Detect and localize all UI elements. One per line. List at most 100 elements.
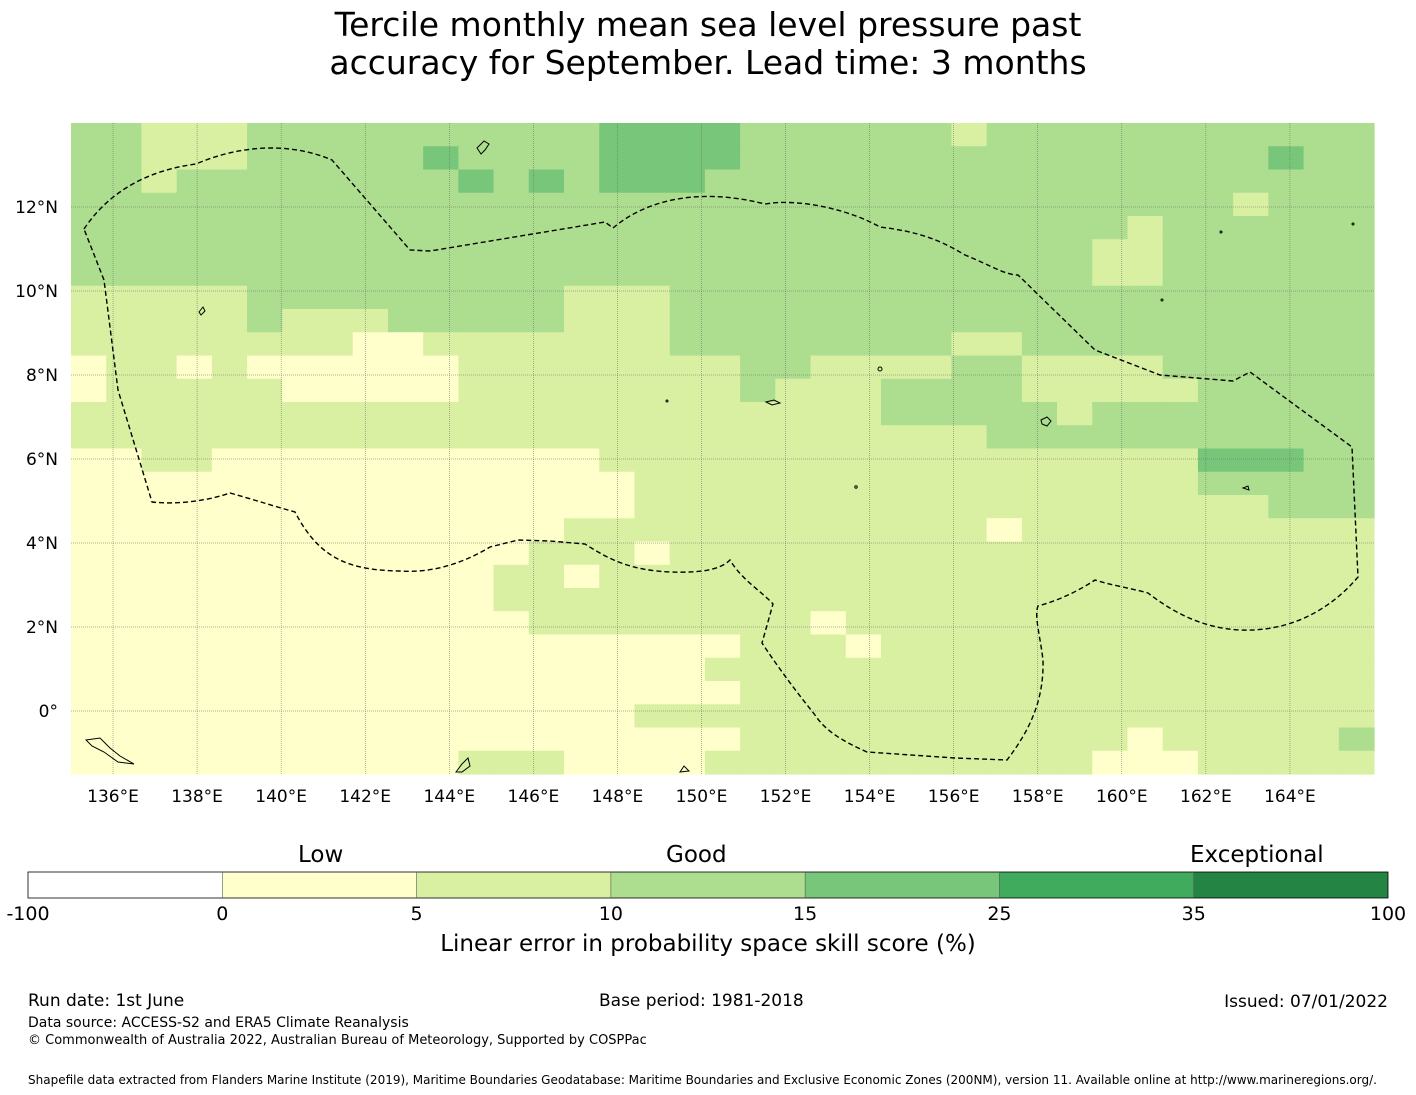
grid-cell <box>352 425 389 450</box>
colorbar-segment <box>416 872 611 898</box>
grid-cell <box>1162 471 1199 496</box>
grid-cell <box>916 402 953 426</box>
grid-cell <box>1303 541 1340 566</box>
grid-cell <box>845 239 882 264</box>
grid-cell <box>704 192 741 217</box>
grid-cell <box>458 634 495 659</box>
grid-cell <box>423 541 459 566</box>
grid-cell <box>176 216 213 240</box>
grid-cell <box>1021 704 1058 729</box>
grid-cell <box>1092 495 1129 519</box>
grid-cell <box>247 239 283 264</box>
grid-cell <box>880 402 917 426</box>
grid-cell <box>141 704 178 729</box>
grid-cell <box>1233 704 1269 729</box>
grid-cell <box>247 262 283 287</box>
grid-cell <box>106 239 143 264</box>
grid-cell <box>423 727 459 752</box>
grid-cell <box>669 309 706 333</box>
grid-cell <box>704 169 741 194</box>
grid-cell <box>247 634 283 659</box>
grid-cell <box>880 355 917 380</box>
grid-cell <box>1338 332 1375 357</box>
grid-cell <box>880 588 917 612</box>
grid-cell <box>916 471 953 496</box>
grid-cell <box>1021 123 1058 147</box>
grid-cell <box>1057 425 1093 450</box>
grid-cell <box>493 564 530 589</box>
grid-cell <box>106 309 143 333</box>
grid-cell <box>106 262 143 287</box>
grid-cell <box>1057 239 1093 264</box>
grid-cell <box>1303 216 1340 240</box>
grid-cell <box>880 704 917 729</box>
grid-cell <box>775 378 812 403</box>
grid-cell <box>493 495 530 519</box>
grid-cell <box>247 588 283 612</box>
colorbar-tick-label: 25 <box>987 903 1011 925</box>
grid-cell <box>528 285 565 310</box>
grid-cell <box>951 425 988 450</box>
grid-cell <box>775 704 812 729</box>
grid-cell <box>387 611 424 636</box>
grid-cell <box>1092 704 1129 729</box>
grid-cell <box>634 355 671 380</box>
grid-cell <box>669 448 706 473</box>
grid-cell <box>106 704 143 729</box>
grid-cell <box>669 169 706 194</box>
grid-cell <box>528 657 565 682</box>
grid-cell <box>1268 169 1305 194</box>
grid-cell <box>528 262 565 287</box>
grid-cell <box>1233 332 1269 357</box>
grid-cell <box>71 564 107 589</box>
grid-cell <box>810 704 847 729</box>
colorbar-segment <box>805 872 1000 898</box>
skill-score-map: 136°E 138°E 140°E 142°E 144°E 146°E 148°E 150°E… <box>15 123 1375 807</box>
grid-cell <box>528 239 565 264</box>
grid-cell <box>493 518 530 543</box>
grid-cell <box>176 332 213 357</box>
grid-cell <box>1162 309 1199 333</box>
grid-cell <box>775 239 812 264</box>
grid-cell <box>1127 216 1164 240</box>
grid-cell <box>986 448 1023 473</box>
grid-cell <box>141 262 178 287</box>
grid-cell <box>599 564 636 589</box>
grid-cell <box>71 541 107 566</box>
grid-cell <box>810 588 847 612</box>
grid-cell <box>845 448 882 473</box>
grid-cell <box>704 541 741 566</box>
grid-cell <box>1092 564 1129 589</box>
grid-cell <box>1162 262 1199 287</box>
grid-cell <box>1021 448 1058 473</box>
grid-cell <box>1268 541 1305 566</box>
longitude-tick-label: 160°E <box>1096 787 1148 807</box>
grid-cell <box>1233 239 1269 264</box>
grid-cell <box>458 402 495 426</box>
grid-cell <box>71 239 107 264</box>
grid-cell <box>1338 378 1375 403</box>
grid-cell <box>528 332 565 357</box>
grid-cell <box>211 611 248 636</box>
grid-cell <box>845 332 882 357</box>
grid-cell <box>1268 378 1305 403</box>
grid-cell <box>387 750 424 775</box>
grid-cell <box>458 425 495 450</box>
grid-cell <box>1127 541 1164 566</box>
grid-cell <box>634 495 671 519</box>
grid-cell <box>951 123 988 147</box>
grid-cell <box>810 402 847 426</box>
grid-cell <box>775 518 812 543</box>
grid-cell <box>916 169 953 194</box>
grid-cell <box>71 495 107 519</box>
grid-cell <box>493 192 530 217</box>
grid-cell <box>352 378 389 403</box>
grid-cell <box>775 750 812 775</box>
grid-cell <box>71 355 107 380</box>
grid-cell <box>810 611 847 636</box>
grid-cell <box>1021 727 1058 752</box>
grid-cell <box>282 192 319 217</box>
grid-cell <box>211 285 248 310</box>
grid-cell <box>352 309 389 333</box>
grid-cell <box>211 704 248 729</box>
